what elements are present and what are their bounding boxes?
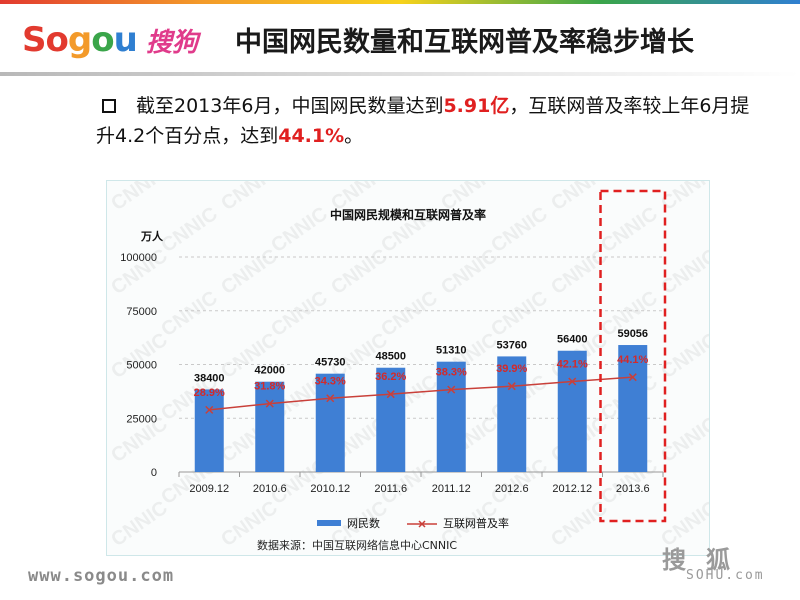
bar (618, 345, 648, 472)
watermark-text: CNNIC (547, 497, 612, 551)
y-tick-label: 100000 (120, 252, 157, 264)
bar-value-label: 38400 (194, 372, 225, 384)
page-title: 中国网民数量和互联网普及率稳步增长 (235, 27, 694, 58)
legend-line-label: 互联网普及率 (443, 516, 509, 530)
bar-value-label: 45730 (315, 357, 346, 369)
x-tick-label: 2010.12 (310, 483, 350, 495)
bar (376, 367, 406, 472)
rate-value-label: 39.9% (496, 363, 527, 375)
rate-marker (628, 373, 637, 382)
bar (436, 361, 466, 472)
bar (255, 381, 285, 472)
watermark-text: CNNIC (437, 245, 502, 299)
highlight-box (599, 189, 667, 523)
rate-marker (386, 390, 395, 399)
y-tick-label: 25000 (126, 413, 157, 425)
bar-value-label: 51310 (436, 345, 467, 357)
bullet-text-2: ，互联网普及率较上年6月提升4.2个百分点，达到 (96, 95, 750, 147)
x-tick-label: 2011.12 (432, 483, 471, 495)
rate-marker (447, 385, 456, 394)
y-tick-label: 0 (151, 467, 157, 479)
chart-panel: CNNIC CNNIC CNNIC CNNIC CNNIC CNNIC CNNIC CNNIC… (106, 180, 710, 556)
bar-value-label: 42000 (254, 365, 285, 377)
watermark-text: CNNIC (487, 203, 552, 257)
bar-value-label: 56400 (557, 334, 588, 346)
watermark-text: CNNIC (217, 181, 282, 215)
rate-value-label: 31.8% (254, 381, 285, 393)
x-tick-label: 2011.6 (374, 483, 407, 495)
footer-url[interactable]: www.sogou.com (28, 566, 175, 586)
watermark-text: CNNIC (547, 245, 612, 299)
rate-marker (205, 405, 214, 414)
watermark-text: CNNIC (217, 245, 282, 299)
rate-value-label: 42.1% (557, 358, 588, 370)
rate-value-label: 38.3% (436, 367, 467, 379)
square-bullet-icon (102, 98, 116, 113)
watermark-text: CNNIC (157, 203, 222, 257)
x-tick-label: 2013.6 (616, 483, 650, 495)
bar (497, 356, 527, 472)
bar (557, 350, 587, 472)
rate-value-label: 44.1% (617, 354, 648, 366)
sohu-logo-cn: 搜狐 (662, 545, 750, 574)
watermark-text: CNNIC (267, 203, 332, 257)
bar (315, 373, 345, 472)
rate-marker (568, 377, 577, 386)
bullet-highlight-rate: 44.1% (278, 125, 345, 147)
rate-value-label: 34.3% (315, 375, 346, 387)
rate-value-label: 36.2% (375, 371, 406, 383)
bullet-text-3: 。 (344, 125, 364, 147)
rate-marker (326, 394, 335, 403)
watermark-text: CNNIC (377, 287, 442, 341)
x-tick-label: 2009.12 (189, 483, 229, 495)
y-tick-label: 50000 (126, 360, 157, 372)
bar (194, 389, 224, 472)
rate-value-label: 28.9% (194, 387, 225, 399)
chart-title: 中国网民规模和互联网普及率 (330, 207, 486, 222)
bullet-highlight-users: 5.91亿 (443, 95, 510, 117)
bar-value-label: 59056 (617, 328, 648, 340)
chart-source: 数据来源：中国互联网络信息中心CNNIC (257, 538, 457, 552)
bar-value-label: 53760 (496, 339, 527, 351)
x-tick-label: 2012.6 (495, 483, 529, 495)
watermark-text: CNNIC (597, 203, 662, 257)
watermark-text: CNNIC (487, 287, 552, 341)
watermark-text: CNNIC (107, 181, 172, 215)
top-color-stripe (0, 0, 800, 4)
legend-bar-label: 网民数 (347, 517, 380, 530)
watermark-text: CNNIC (107, 329, 172, 383)
x-tick-label: 2012.12 (552, 483, 592, 495)
sogou-logo[interactable]: Sogou 搜狗 (22, 18, 222, 68)
legend-bar-swatch (317, 520, 341, 526)
y-tick-label: 75000 (126, 306, 157, 318)
sogou-logo-cn: 搜狗 (146, 28, 199, 58)
sogou-logo-text: Sogou (22, 20, 138, 60)
rate-marker (265, 399, 274, 408)
bullet-point: 截至2013年6月，中国网民数量达到5.91亿，互联网普及率较上年6月提升4.2… (96, 91, 756, 151)
sohu-logo-en: SOHU.com (686, 568, 765, 583)
title-divider (0, 72, 800, 76)
watermark-text: CNNIC (547, 181, 612, 215)
y-axis-label: 万人 (140, 229, 164, 243)
watermark-text: CNNIC (327, 245, 392, 299)
legend-line-marker (418, 520, 426, 528)
rate-line (209, 376, 633, 411)
watermark-text: CNNIC (107, 497, 172, 551)
sohu-logo: 搜狐 SOHU.com (662, 540, 772, 588)
rate-marker (507, 382, 516, 391)
watermark-text: CNNIC (267, 287, 332, 341)
bullet-text-1: 截至2013年6月，中国网民数量达到 (136, 95, 444, 117)
watermark-text: CNNIC (157, 287, 222, 341)
bar-value-label: 48500 (375, 351, 406, 363)
x-tick-label: 2010.6 (253, 483, 287, 495)
